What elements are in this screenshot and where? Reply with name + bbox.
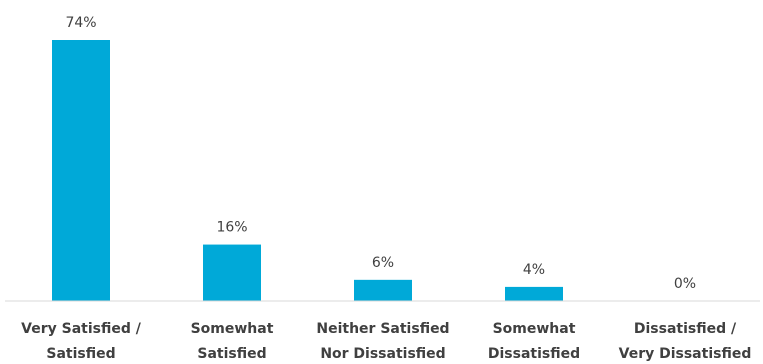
category-label-line: Somewhat <box>191 321 274 337</box>
category-label-line: Nor Dissatisfied <box>320 346 445 362</box>
data-labels-group: 74% 16% 6% 4% 0% <box>65 15 696 292</box>
category-label-line: Somewhat <box>493 321 576 337</box>
data-label-4: 4% <box>523 262 545 278</box>
category-label-line: Neither Satisfied <box>316 321 449 337</box>
bar-4 <box>505 286 563 301</box>
category-label-2: Somewhat Satisfied <box>191 321 274 362</box>
category-label-line: Satisfied <box>197 346 266 362</box>
category-label-line: Dissatisfied <box>488 346 580 362</box>
data-label-1: 74% <box>65 15 96 31</box>
bars-group <box>52 40 563 301</box>
bar-3 <box>354 279 412 301</box>
category-labels-group: Very Satisfied / Satisfied Somewhat Satisfi… <box>21 321 751 362</box>
category-label-line: Dissatisfied / <box>634 321 737 337</box>
data-label-5: 0% <box>674 276 696 292</box>
bar-1 <box>52 40 110 301</box>
bar-2 <box>203 244 261 301</box>
category-label-1: Very Satisfied / Satisfied <box>21 321 142 362</box>
category-label-5: Dissatisfied / Very Dissatisfied <box>619 321 752 362</box>
data-label-3: 6% <box>372 255 394 271</box>
data-label-2: 16% <box>216 220 247 236</box>
category-label-3: Neither Satisfied Nor Dissatisfied <box>316 321 449 362</box>
category-label-line: Satisfied <box>46 346 115 362</box>
category-label-line: Very Dissatisfied <box>619 346 752 362</box>
category-label-4: Somewhat Dissatisfied <box>488 321 580 362</box>
category-label-line: Very Satisfied / <box>21 321 142 337</box>
